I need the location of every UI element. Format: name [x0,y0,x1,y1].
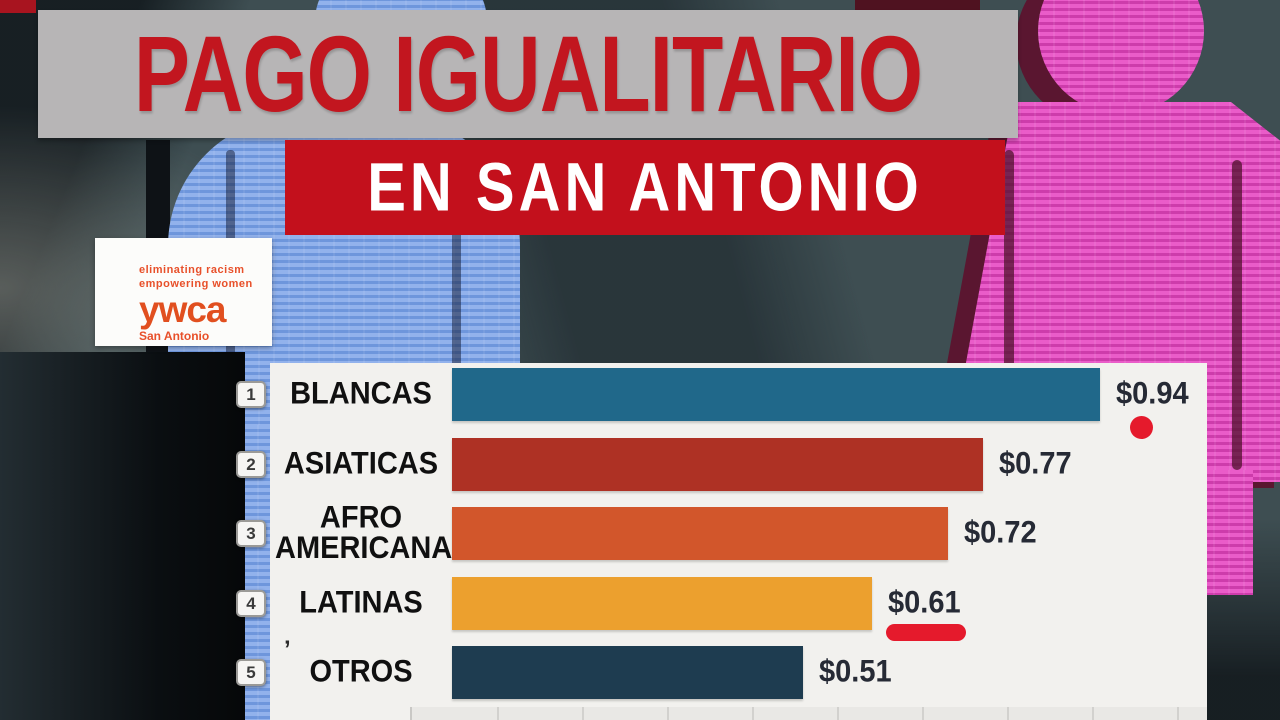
value-label: $0.77 [999,446,1072,482]
value-label-wrap: $0.51 [819,646,892,699]
chart-row: 3 AFRO AMERICANAS $0.72 [236,500,1207,565]
page-title: PAGO IGUALITARIO [133,13,923,134]
bar-blancas [452,368,1100,421]
artifact-mark: ’ [284,636,291,663]
subtitle-banner: EN SAN ANTONIO [285,140,1005,235]
logo-location: San Antonio [139,328,210,343]
bar-latinas [452,577,872,630]
background-red-fragment [0,0,36,13]
ywca-logo: eliminating racism empowering women ywca… [95,238,272,346]
male-figure-arm-slit [452,150,461,415]
rank-badge: 1 [236,381,266,408]
logo-brand: ywca [139,288,227,330]
background-maroon-fragment [855,0,980,11]
value-label-wrap: $0.94 [1116,368,1189,439]
female-figure-arm-slit [1004,150,1014,470]
x-axis [410,707,1207,720]
rank-badge: 4 [236,590,266,617]
background-dark-strip [0,352,245,720]
category-label: LATINAS [299,585,423,620]
bar-chart-panel: 1 BLANCAS $0.94 2 ASIATICAS $0.77 3 AFRO AMERIC… [236,363,1207,720]
category-label: BLANCAS [290,376,432,411]
axis-tick [1177,707,1179,720]
axis-tick [497,707,499,720]
value-label: $0.51 [819,654,892,690]
value-label-wrap: $0.77 [999,438,1072,491]
title-banner: PAGO IGUALITARIO [38,10,1018,138]
value-label: $0.61 [888,585,961,621]
red-dot-marker [1130,416,1153,439]
axis-tick [1007,707,1009,720]
axis-tick [922,707,924,720]
chart-row: 4 LATINAS $0.61 [236,577,1207,641]
category-label: AFRO AMERICANAS [275,500,472,565]
bar-asiaticas [452,438,983,491]
value-label-wrap: $0.72 [964,507,1037,560]
axis-tick [1092,707,1094,720]
axis-tick [667,707,669,720]
rank-badge: 5 [236,659,266,686]
value-label: $0.94 [1116,376,1189,412]
logo-tagline-line2: empowering women [139,278,253,291]
red-underline-marker [886,624,966,641]
logo-tagline-line1: eliminating racism [139,264,245,276]
value-label-wrap: $0.61 [886,577,966,641]
category-label: ASIATICAS [283,446,439,481]
category-label: OTROS [309,654,413,689]
bar-afro-americanas [452,507,948,560]
rank-badge: 3 [236,520,266,547]
chart-row: 5 OTROS $0.51 [236,646,1207,699]
rank-badge: 2 [236,451,266,478]
chart-row: 1 BLANCAS $0.94 [236,368,1207,439]
value-label: $0.72 [964,515,1037,551]
female-figure-arm-slit [1232,160,1242,470]
axis-tick [837,707,839,720]
axis-tick [582,707,584,720]
page-subtitle: EN SAN ANTONIO [367,149,923,226]
axis-tick [752,707,754,720]
chart-row: 2 ASIATICAS $0.77 [236,438,1207,491]
bar-otros [452,646,803,699]
